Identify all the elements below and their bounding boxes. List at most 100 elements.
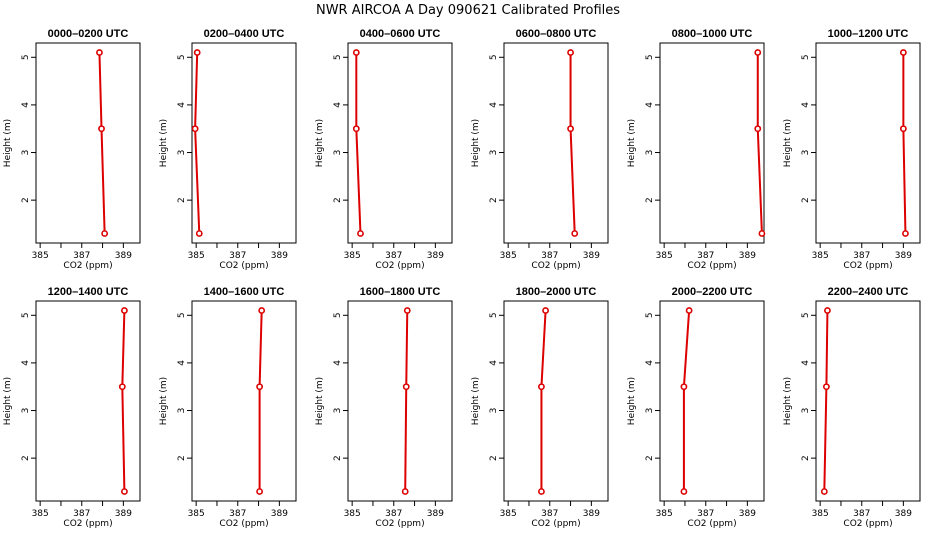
panel-2: 0200–0400 UTC 385 387 389 2 3 4 5 CO2 (ppm) Heigh…: [159, 28, 297, 271]
profile-point: [256, 488, 263, 495]
profile-point: [680, 383, 688, 391]
x-tick-label: 387: [697, 509, 714, 519]
y-tick-label: 3: [333, 408, 343, 414]
x-tick-label: 389: [895, 509, 912, 519]
x-axis-label: CO2 (ppm): [63, 519, 112, 529]
y-tick-label: 2: [177, 197, 187, 203]
plot-frame: [347, 300, 453, 502]
x-tick-label: 389: [427, 509, 444, 519]
x-tick-label: 385: [656, 251, 673, 261]
x-axis-label: CO2 (ppm): [375, 261, 424, 271]
y-tick-label: 4: [21, 102, 31, 108]
profile-point: [538, 383, 545, 391]
x-tick-label: 385: [188, 509, 205, 519]
panel-6: 1000–1200 UTC 385 387 389 2 3 4 5 CO2 (ppm) Heigh…: [783, 28, 921, 271]
panel-title: 0000–0200 UTC: [48, 28, 129, 40]
x-tick-label: 389: [739, 251, 756, 261]
x-axis-label: CO2 (ppm): [531, 261, 580, 271]
profile-point: [195, 230, 203, 237]
y-tick-label: 5: [21, 54, 31, 60]
profile-point: [98, 125, 105, 133]
profile-point: [680, 488, 688, 495]
y-axis-label: Height (m): [315, 119, 325, 167]
panel-title: 2200–2400 UTC: [828, 286, 909, 298]
y-tick-label: 4: [21, 360, 31, 366]
y-tick-label: 5: [801, 54, 811, 60]
plot-frame: [503, 42, 609, 244]
profile-point: [899, 49, 907, 56]
x-tick-label: 389: [115, 509, 132, 519]
x-tick-label: 389: [271, 251, 288, 261]
plot-frame: [35, 42, 141, 244]
panel-4: 0600–0800 UTC 385 387 389 2 3 4 5 CO2 (ppm) Heigh…: [471, 28, 609, 271]
plot-frame: [35, 300, 141, 502]
panel-title: 0600–0800 UTC: [516, 28, 597, 40]
y-tick-label: 5: [177, 54, 187, 60]
x-tick-label: 387: [697, 251, 714, 261]
plot-frame: [191, 300, 297, 502]
x-axis-label: CO2 (ppm): [219, 261, 268, 271]
y-tick-label: 4: [801, 102, 811, 108]
y-axis-label: Height (m): [3, 377, 13, 425]
y-tick-label: 5: [177, 312, 187, 318]
x-tick-label: 389: [115, 251, 132, 261]
profile-point: [357, 230, 364, 237]
profile-point: [101, 230, 109, 237]
plot-frame: [191, 42, 297, 244]
panel-9: 1600–1800 UTC 385 387 389 2 3 4 5 CO2 (ppm) Heigh…: [315, 286, 453, 529]
y-tick-label: 3: [489, 150, 499, 156]
y-axis-label: Height (m): [627, 377, 637, 425]
x-tick-label: 389: [583, 509, 600, 519]
x-tick-label: 387: [385, 251, 402, 261]
panel-1: 0000–0200 UTC 385 387 389 2 3 4 5 CO2 (ppm) Heigh…: [3, 28, 141, 271]
y-tick-label: 3: [801, 150, 811, 156]
profile-point: [542, 307, 549, 314]
profile-line: [121, 310, 126, 492]
plot-frame: [815, 42, 921, 244]
profile-line: [902, 52, 907, 234]
y-tick-label: 5: [645, 54, 655, 60]
x-tick-label: 385: [344, 251, 361, 261]
y-tick-label: 3: [177, 150, 187, 156]
profile-point: [538, 488, 545, 495]
x-tick-label: 389: [739, 509, 756, 519]
profile-point: [191, 125, 199, 133]
x-axis-label: CO2 (ppm): [687, 261, 736, 271]
panel-7: 1200–1400 UTC 385 387 389 2 3 4 5 CO2 (ppm) Heigh…: [3, 286, 141, 529]
x-tick-label: 387: [541, 251, 558, 261]
x-tick-label: 387: [853, 509, 870, 519]
y-tick-label: 3: [21, 150, 31, 156]
panel-3: 0400–0600 UTC 385 387 389 2 3 4 5 CO2 (ppm) Heigh…: [315, 28, 453, 271]
x-axis-label: CO2 (ppm): [843, 261, 892, 271]
profile-line: [404, 310, 409, 492]
profile-point: [754, 125, 762, 133]
x-tick-label: 385: [32, 509, 49, 519]
profile-line: [258, 310, 263, 492]
profile-point: [352, 49, 360, 56]
panels-grid: 0000–0200 UTC 385 387 389 2 3 4 5 CO2 (ppm) Heigh…: [3, 28, 921, 529]
x-tick-label: 385: [500, 251, 517, 261]
profile-point: [824, 307, 831, 314]
profile-point: [754, 49, 762, 56]
panel-title: 0800–1000 UTC: [672, 28, 753, 40]
x-axis-label: CO2 (ppm): [843, 519, 892, 529]
profile-point: [352, 125, 360, 133]
x-tick-label: 387: [73, 509, 90, 519]
profile-point: [193, 49, 201, 56]
panel-title: 0400–0600 UTC: [360, 28, 441, 40]
x-tick-label: 385: [32, 251, 49, 261]
y-tick-label: 5: [645, 312, 655, 318]
panel-title: 1200–1400 UTC: [48, 286, 129, 298]
y-axis-label: Height (m): [783, 377, 793, 425]
x-axis-label: CO2 (ppm): [375, 519, 424, 529]
panel-title: 2000–2200 UTC: [672, 286, 753, 298]
y-tick-label: 2: [21, 197, 31, 203]
profile-point: [902, 230, 909, 237]
profile-line: [540, 310, 547, 492]
y-tick-label: 4: [177, 102, 187, 108]
panel-title: 1800–2000 UTC: [516, 286, 597, 298]
y-tick-label: 3: [489, 408, 499, 414]
x-axis-label: CO2 (ppm): [219, 519, 268, 529]
y-tick-label: 2: [489, 197, 499, 203]
y-tick-label: 3: [177, 408, 187, 414]
